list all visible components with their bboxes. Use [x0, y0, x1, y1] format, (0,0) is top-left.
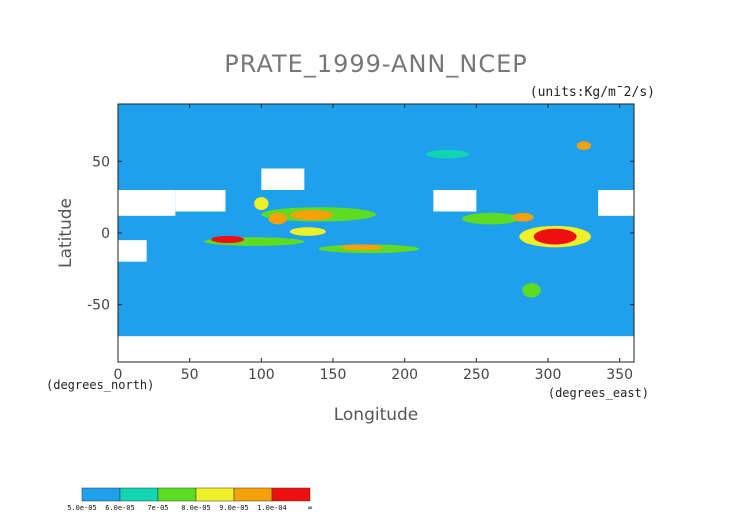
colorbar-swatch-2 [157, 487, 197, 502]
colorbar-swatch-5 [271, 487, 311, 502]
y-tick-label-50: 50 [92, 154, 110, 170]
missing-data-region-6 [118, 336, 634, 362]
x-tick-label-350: 350 [606, 367, 633, 383]
colorbar-swatch-4 [233, 487, 273, 502]
colorbar-label-2: 7e-05 [147, 504, 168, 512]
precip-blob-8 [290, 227, 326, 236]
colorbar: 5.0e-05 6.0e-05 7e-05 8.0e-05 9.0e-05 1.0e-04… [67, 487, 312, 512]
x-tick-label-250: 250 [463, 367, 490, 383]
missing-data-region-5 [598, 190, 634, 216]
precip-blob-4 [268, 212, 288, 225]
colorbar-label-3: 8.0e-05 [181, 504, 211, 512]
map-plot-area [117, 103, 635, 363]
precip-blob-14 [576, 141, 591, 150]
precip-blob-12 [533, 228, 577, 245]
missing-data-region-4 [433, 190, 477, 212]
precip-blob-15 [426, 149, 470, 159]
x-axis-label: Longitude [334, 405, 419, 425]
colorbar-label-0: 5.0e-05 [67, 504, 97, 512]
precip-blob-13 [522, 283, 541, 298]
precip-blob-1 [211, 235, 245, 244]
x-tick-label-100: 100 [248, 367, 275, 383]
colorbar-swatch-3 [195, 487, 235, 502]
precip-blob-7 [340, 244, 384, 251]
y-axis-sublabel: (degrees_north) [46, 378, 154, 392]
x-tick-label-50: 50 [181, 367, 199, 383]
x-tick-label-150: 150 [320, 367, 347, 383]
chart-title: PRATE_1999-ANN_NCEP [224, 50, 527, 78]
missing-data-region-3 [118, 240, 147, 262]
colorbar-swatch-0 [81, 487, 121, 502]
colorbar-label-6: ∞ [308, 504, 312, 512]
missing-data-region-1 [175, 190, 226, 212]
precip-blob-3 [290, 210, 333, 221]
x-tick-label-300: 300 [535, 367, 562, 383]
colorbar-label-1: 6.0e-05 [105, 504, 135, 512]
axes: 0 50 100 150 200 250 300 350 -50 0 50 [87, 104, 634, 383]
precip-blob-10 [512, 212, 534, 222]
colorbar-label-5: 1.0e-04 [257, 504, 287, 512]
precip-blob-5 [254, 197, 269, 211]
colorbar-label-4: 9.0e-05 [219, 504, 249, 512]
precip-band-9 [462, 212, 520, 225]
y-tick-label-0: 0 [101, 226, 110, 242]
x-tick-label-0: 0 [114, 367, 123, 383]
missing-data-region-2 [261, 168, 305, 190]
y-axis-label: Latitude [56, 198, 76, 268]
x-axis-sublabel: (degrees_east) [548, 386, 649, 400]
units-label: (units:Kg/m¯2/s) [530, 85, 655, 100]
y-tick-label--50: -50 [87, 298, 110, 314]
colorbar-swatch-1 [119, 487, 159, 502]
x-tick-label-200: 200 [391, 367, 418, 383]
missing-data-region-0 [118, 190, 176, 216]
